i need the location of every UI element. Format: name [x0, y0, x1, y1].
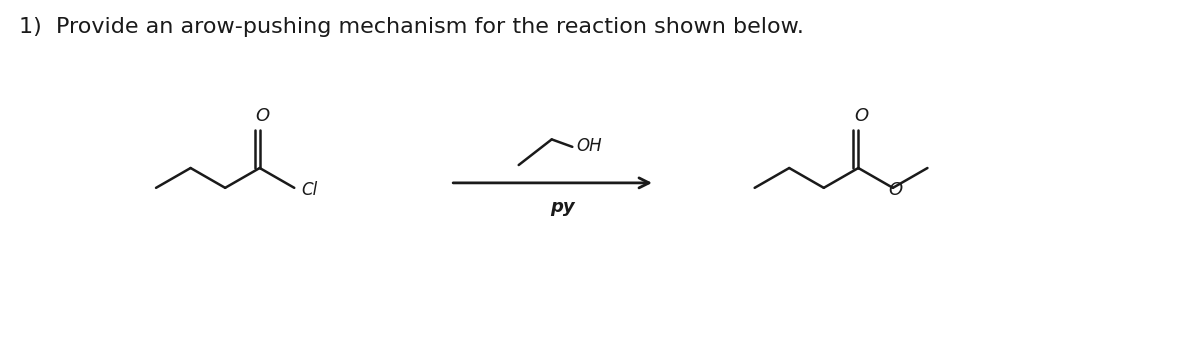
Text: Cl: Cl [301, 181, 318, 199]
Text: O: O [256, 107, 270, 125]
Text: 1)  Provide an arow-pushing mechanism for the reaction shown below.: 1) Provide an arow-pushing mechanism for… [19, 17, 804, 37]
Text: OH: OH [576, 137, 602, 155]
Text: O: O [854, 107, 869, 125]
Text: O: O [888, 181, 902, 199]
Text: py: py [551, 198, 575, 216]
